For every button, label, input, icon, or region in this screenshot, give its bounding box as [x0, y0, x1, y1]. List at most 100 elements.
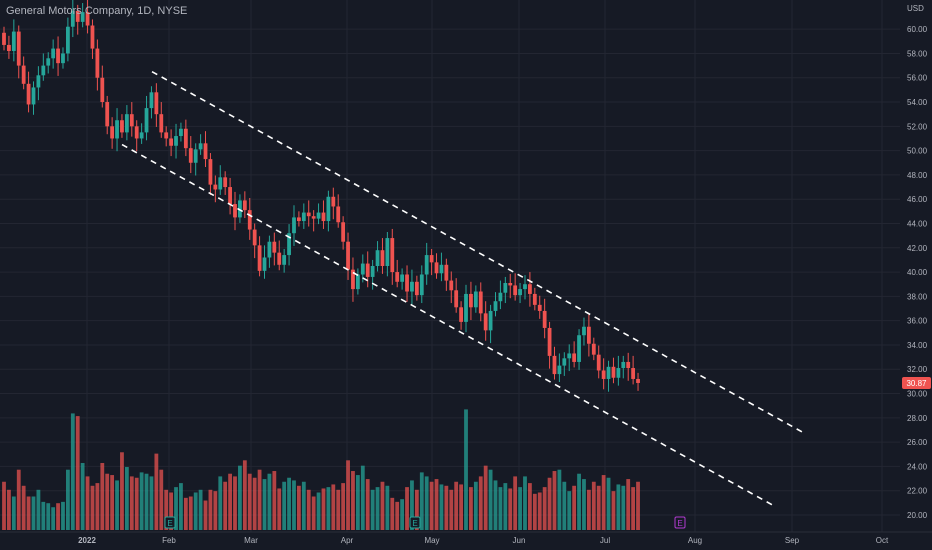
candle-body — [611, 366, 616, 378]
y-tick-label: 58.00 — [907, 49, 928, 58]
volume-bar — [537, 492, 542, 530]
volume-bar — [552, 471, 557, 530]
y-tick-label: 38.00 — [907, 292, 928, 301]
volume-bar — [493, 480, 498, 530]
volume-bar — [164, 489, 169, 530]
volume-bar — [297, 485, 301, 530]
candle-body — [149, 92, 154, 109]
candle-body — [100, 77, 105, 103]
candle-body — [449, 280, 454, 291]
candle-body — [473, 291, 478, 308]
price-axis[interactable]: USD 60.00 58.00 56.00 54.00 52.00 50.00 48.00 46… — [902, 4, 931, 520]
y-tick-label: 32.00 — [907, 365, 928, 374]
candle-body — [188, 148, 193, 163]
candle-body — [11, 31, 16, 52]
candle-body — [503, 283, 508, 293]
candle-body — [336, 206, 341, 223]
candle-body — [61, 53, 65, 64]
volume-bar — [11, 496, 16, 530]
candle-body — [120, 120, 124, 133]
trend-channel[interactable] — [121, 70, 804, 506]
earnings-marker — [674, 516, 686, 529]
volume-bar — [21, 485, 26, 530]
volume-bar — [100, 463, 105, 530]
y-tick-label: 40.00 — [907, 268, 928, 277]
volume-bar — [621, 485, 626, 530]
volume-bar — [134, 477, 139, 530]
candle-body — [26, 83, 31, 105]
candle-body — [380, 250, 385, 266]
trend-line-lower — [121, 143, 774, 506]
candle-body — [601, 370, 606, 379]
candle-body — [115, 120, 119, 139]
x-tick-label: 2022 — [78, 536, 96, 545]
volume-bar — [591, 481, 596, 530]
volume-bar — [616, 484, 621, 530]
x-tick-label: Aug — [688, 536, 702, 545]
volume-bar — [321, 488, 326, 530]
volume-bar — [154, 453, 159, 530]
candle-body — [410, 281, 414, 292]
candle-body — [31, 87, 36, 105]
candle-body — [351, 269, 355, 290]
volume-bar — [267, 473, 272, 530]
candle-body — [311, 216, 316, 219]
volume-bar — [513, 476, 518, 530]
candle-body — [616, 368, 621, 378]
candle-body — [193, 149, 198, 163]
volume-bar — [410, 480, 414, 530]
y-tick-label: 50.00 — [907, 147, 928, 156]
volume-bar — [120, 452, 124, 530]
candle-body — [528, 284, 532, 294]
candle-body — [218, 177, 223, 190]
volume-bar — [193, 492, 198, 530]
volume-bar — [547, 477, 552, 530]
candle-body — [277, 252, 282, 265]
time-axis[interactable]: 2022 Feb Mar Apr May Jun Jul Aug Sep Oct — [0, 531, 932, 545]
candle-body — [557, 365, 562, 375]
volume-bar — [375, 487, 380, 530]
volume-bar — [26, 496, 31, 530]
volume-bar — [311, 496, 316, 530]
volume-bar — [16, 469, 21, 530]
volume-bar — [518, 487, 522, 530]
candle-body — [198, 143, 203, 150]
x-tick-label: Oct — [876, 536, 889, 545]
candle-body — [547, 327, 552, 356]
candle-body — [596, 354, 601, 371]
volume-bar — [572, 485, 577, 530]
candle-body — [262, 257, 267, 271]
earnings-marker-label: E — [412, 519, 417, 528]
candle-body — [2, 32, 6, 45]
candle-body — [360, 263, 365, 275]
volume-series — [2, 409, 640, 530]
volume-bar — [542, 487, 547, 530]
volume-bar — [179, 483, 183, 530]
y-tick-label: 20.00 — [907, 511, 928, 520]
x-tick-label: Apr — [341, 536, 354, 545]
volume-bar — [272, 471, 277, 530]
volume-bar — [611, 491, 616, 530]
volume-bar — [557, 469, 562, 530]
earnings-marker-label: E — [167, 519, 172, 528]
volume-bar — [124, 467, 129, 530]
volume-bar — [198, 489, 203, 530]
volume-bar — [110, 475, 115, 530]
candle-series — [2, 0, 640, 392]
volume-bar — [242, 460, 247, 530]
y-tick-label: 52.00 — [907, 122, 928, 131]
volume-bar — [105, 473, 110, 530]
candle-body — [223, 177, 228, 188]
earnings-marker — [164, 516, 176, 529]
candle-body — [46, 58, 51, 66]
y-tick-label: 30.00 — [907, 390, 928, 399]
volume-bar — [306, 489, 311, 530]
candle-body — [144, 108, 149, 133]
candle-body — [444, 264, 449, 281]
candle-body — [267, 241, 272, 258]
volume-bar — [169, 492, 174, 530]
volume-bar — [282, 481, 287, 530]
candle-body — [365, 263, 370, 277]
